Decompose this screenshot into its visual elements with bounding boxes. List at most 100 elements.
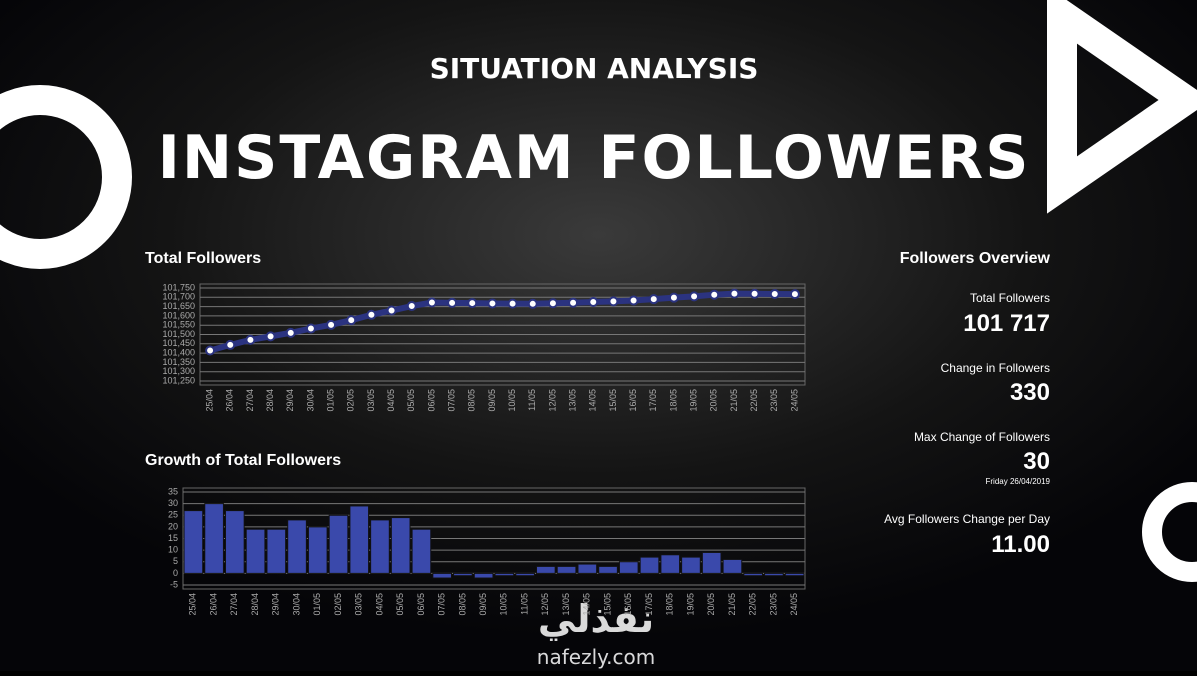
x-tick-label: 08/05: [457, 593, 467, 616]
y-tick-label: 101,250: [162, 375, 195, 385]
x-tick-label: 01/05: [325, 389, 335, 412]
stat-value: 101 717: [963, 310, 1050, 337]
x-tick-label: 07/05: [437, 593, 447, 616]
x-tick-label: 14/05: [582, 593, 592, 616]
bar: [722, 558, 743, 574]
y-tick-label: 101,450: [162, 338, 195, 348]
bar: [536, 565, 556, 574]
y-tick-label: 30: [168, 498, 178, 508]
x-tick-label: 27/04: [245, 389, 255, 412]
x-tick-label: 06/05: [426, 389, 436, 412]
stat-label: Change in Followers: [941, 361, 1050, 375]
y-tick-label: 101,750: [162, 282, 195, 292]
y-tick-label: 101,350: [162, 357, 195, 367]
point: [326, 319, 337, 330]
overview: Followers Overview Total Followers 101 7…: [884, 250, 1050, 558]
y-tick-label: 101,650: [162, 301, 195, 311]
point: [547, 298, 558, 309]
bar: [245, 528, 266, 574]
x-tick-label: 26/04: [208, 593, 218, 616]
x-tick-label: 05/05: [406, 389, 416, 412]
y-tick-label: 101,550: [162, 320, 195, 330]
bar: [390, 517, 411, 574]
x-tick-label: 28/04: [265, 389, 275, 412]
bar: [453, 572, 473, 577]
bar: [349, 505, 370, 574]
y-tick-label: 101,300: [162, 366, 195, 376]
point: [628, 295, 639, 306]
subtitle: SITUATION ANALYSIS: [430, 52, 759, 85]
x-tick-label: 04/05: [374, 593, 384, 616]
x-tick-label: 19/05: [688, 389, 698, 412]
x-tick-label: 09/05: [487, 389, 497, 412]
x-tick-label: 30/04: [291, 593, 301, 616]
stat-label: Total Followers: [970, 291, 1050, 305]
point: [668, 292, 679, 303]
y-tick-label: 5: [173, 556, 178, 566]
stat-label: Max Change of Followers: [914, 430, 1050, 444]
x-tick-label: 20/05: [709, 389, 719, 412]
x-tick-label: 17/05: [644, 593, 654, 616]
x-tick-label: 12/05: [547, 389, 557, 412]
x-tick-label: 21/05: [729, 389, 739, 412]
stat-value: 11.00: [991, 531, 1050, 558]
y-tick-label: 0: [173, 568, 178, 578]
y-tick-label: 35: [168, 486, 178, 496]
point: [487, 298, 498, 309]
point: [608, 296, 619, 307]
x-tick-label: 11/05: [527, 389, 537, 411]
bar: [639, 556, 660, 574]
bar: [307, 526, 328, 574]
point: [285, 327, 296, 338]
x-tick-label: 25/04: [204, 389, 214, 412]
x-tick-label: 18/05: [665, 593, 675, 616]
x-tick-label: 08/05: [467, 389, 477, 412]
chart-title: Total Followers: [145, 250, 261, 267]
title: INSTAGRAM FOLLOWERS: [158, 123, 1031, 193]
x-tick-label: 29/04: [285, 389, 295, 412]
x-tick-label: 06/05: [416, 593, 426, 616]
point: [769, 288, 780, 299]
x-tick-label: 04/05: [386, 389, 396, 412]
x-tick-label: 05/05: [395, 593, 405, 616]
x-tick-label: 16/05: [623, 593, 633, 616]
point: [225, 339, 236, 350]
x-tick-label: 23/05: [768, 593, 778, 616]
x-tick-label: 07/05: [446, 389, 456, 412]
y-tick-label: 101,700: [162, 292, 195, 302]
x-tick-label: 03/05: [354, 593, 364, 616]
x-tick-label: 20/05: [706, 593, 716, 616]
x-tick-label: 03/05: [366, 389, 376, 412]
bar: [204, 503, 224, 574]
bar: [370, 519, 390, 574]
stat-label: Avg Followers Change per Day: [884, 512, 1050, 526]
watermark-url: nafezly.com: [537, 645, 655, 669]
point: [568, 297, 579, 308]
point: [467, 298, 478, 309]
point: [789, 289, 800, 300]
point: [507, 298, 518, 309]
stat-value: 330: [1010, 379, 1050, 406]
x-tick-label: 16/05: [628, 389, 638, 412]
deco-triangle: [1047, 0, 1197, 214]
point: [527, 298, 538, 309]
x-tick-label: 30/04: [305, 389, 315, 412]
bar: [411, 528, 432, 574]
bar: [660, 554, 681, 574]
bar: [473, 572, 494, 579]
x-tick-label: 21/05: [727, 593, 737, 616]
bar: [598, 565, 618, 574]
bar: [328, 514, 349, 574]
point: [245, 334, 256, 345]
point: [265, 331, 276, 342]
x-tick-label: 13/05: [567, 389, 577, 412]
point: [426, 297, 437, 308]
x-tick-label: 24/05: [789, 389, 799, 412]
x-tick-label: 27/04: [229, 593, 239, 616]
deco-circle: [0, 85, 132, 269]
y-tick-label: 10: [168, 545, 178, 555]
x-tick-label: 02/05: [346, 389, 356, 412]
x-tick-label: 10/05: [499, 593, 509, 616]
x-tick-label: 29/04: [271, 593, 281, 616]
